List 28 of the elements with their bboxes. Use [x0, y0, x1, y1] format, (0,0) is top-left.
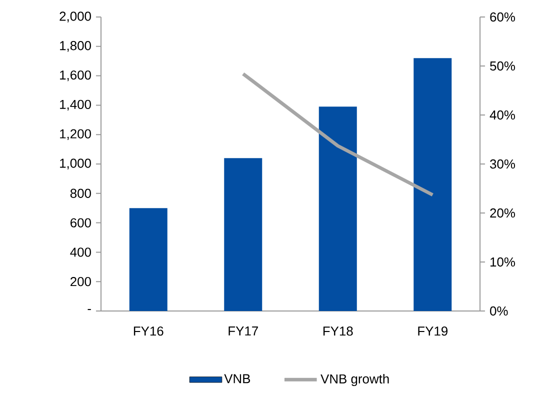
y-tick-label: 600	[70, 218, 91, 228]
y2-tick-label: 60%	[490, 12, 515, 22]
x-tick-label: FY18	[323, 326, 353, 336]
y-tick-label: 2,000	[60, 12, 91, 22]
x-tick-label: FY17	[228, 326, 258, 336]
y2-tick-label: 40%	[490, 110, 515, 120]
y2-tick-label: 10%	[490, 257, 515, 267]
y-tick-label: 1,400	[60, 100, 91, 111]
x-tick-label: FY16	[134, 326, 164, 336]
bar	[224, 158, 262, 311]
y-tick-label: 1,800	[60, 41, 91, 52]
y-tick-label: 800	[70, 188, 91, 198]
y-tick-label: 400	[70, 248, 91, 257]
y-tick-label: 1,000	[60, 158, 91, 170]
y2-tick-label: 20%	[490, 208, 515, 218]
x-tick-label: FY19	[418, 326, 448, 336]
legend-label: VNB growth	[320, 374, 389, 386]
bar	[414, 58, 452, 311]
y2-tick-label: 0%	[490, 306, 508, 316]
y2-tick-label: 50%	[490, 61, 515, 71]
y2-tick-label: 30%	[490, 159, 515, 169]
y-tick-label: -	[88, 309, 91, 310]
bar	[318, 106, 357, 311]
bar	[129, 208, 168, 311]
legend-label: VNB	[224, 374, 250, 384]
y-tick-label: 1,200	[60, 129, 91, 140]
y-tick-label: 1,600	[60, 70, 91, 82]
y-tick-label: 200	[70, 277, 91, 286]
